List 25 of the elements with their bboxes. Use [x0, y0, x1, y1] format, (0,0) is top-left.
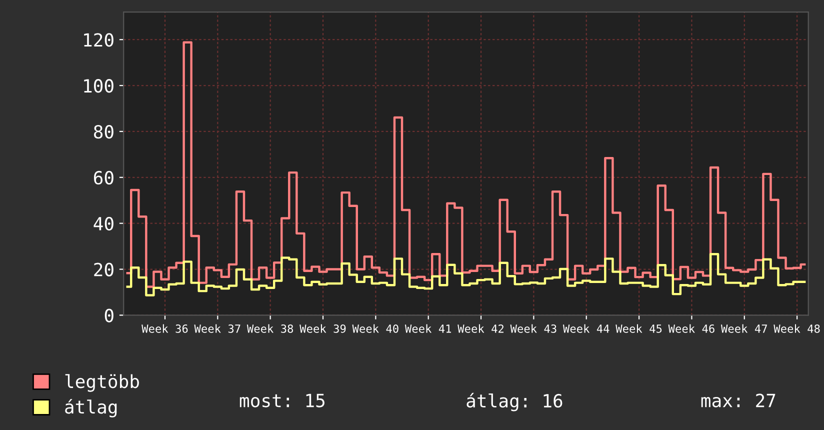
y-tick-label: 60	[94, 170, 114, 185]
x-tick-label: Week 43	[510, 324, 556, 333]
x-tick-label: Week 47	[720, 324, 767, 333]
x-tick-label: Week 38	[246, 324, 294, 333]
y-tick-label: 80	[94, 124, 114, 139]
y-tick-label: 40	[94, 216, 114, 230]
x-tick-label: Week 48	[774, 324, 820, 333]
y-tick-label: 0	[104, 308, 114, 322]
y-tick-label: 100	[84, 79, 114, 93]
x-tick-label: Week 44	[562, 324, 610, 333]
text: átlag: 16	[466, 392, 562, 412]
legend-label: átlag	[65, 399, 117, 418]
text: most: 15	[240, 394, 324, 408]
text: max: 27	[701, 394, 776, 408]
y-tick-label: 120	[84, 33, 114, 47]
x-tick-label: Week 37	[194, 324, 240, 333]
x-tick-label: Week 39	[300, 324, 346, 333]
x-tick-label: Week 45	[616, 324, 662, 333]
x-tick-label: Week 46	[668, 324, 714, 333]
x-tick-label: Week 42	[458, 324, 504, 333]
x-tick-label: Week 41	[404, 324, 452, 333]
x-tick-label: Week 40	[352, 324, 398, 333]
x-tick-label: Week 36	[142, 324, 188, 333]
legend-label: legtöbb	[65, 374, 139, 392]
y-tick-label: 20	[94, 262, 114, 276]
